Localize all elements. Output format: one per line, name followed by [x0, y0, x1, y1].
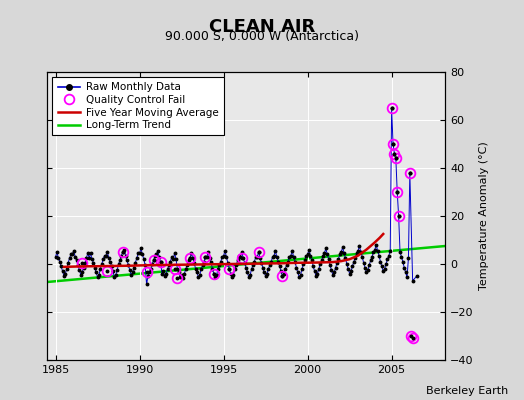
Text: CLEAN AIR: CLEAN AIR	[209, 18, 315, 36]
Y-axis label: Temperature Anomaly (°C): Temperature Anomaly (°C)	[479, 142, 489, 290]
Text: Berkeley Earth: Berkeley Earth	[426, 386, 508, 396]
Legend: Raw Monthly Data, Quality Control Fail, Five Year Moving Average, Long-Term Tren: Raw Monthly Data, Quality Control Fail, …	[52, 77, 224, 136]
Text: 90.000 S, 0.000 W (Antarctica): 90.000 S, 0.000 W (Antarctica)	[165, 30, 359, 43]
